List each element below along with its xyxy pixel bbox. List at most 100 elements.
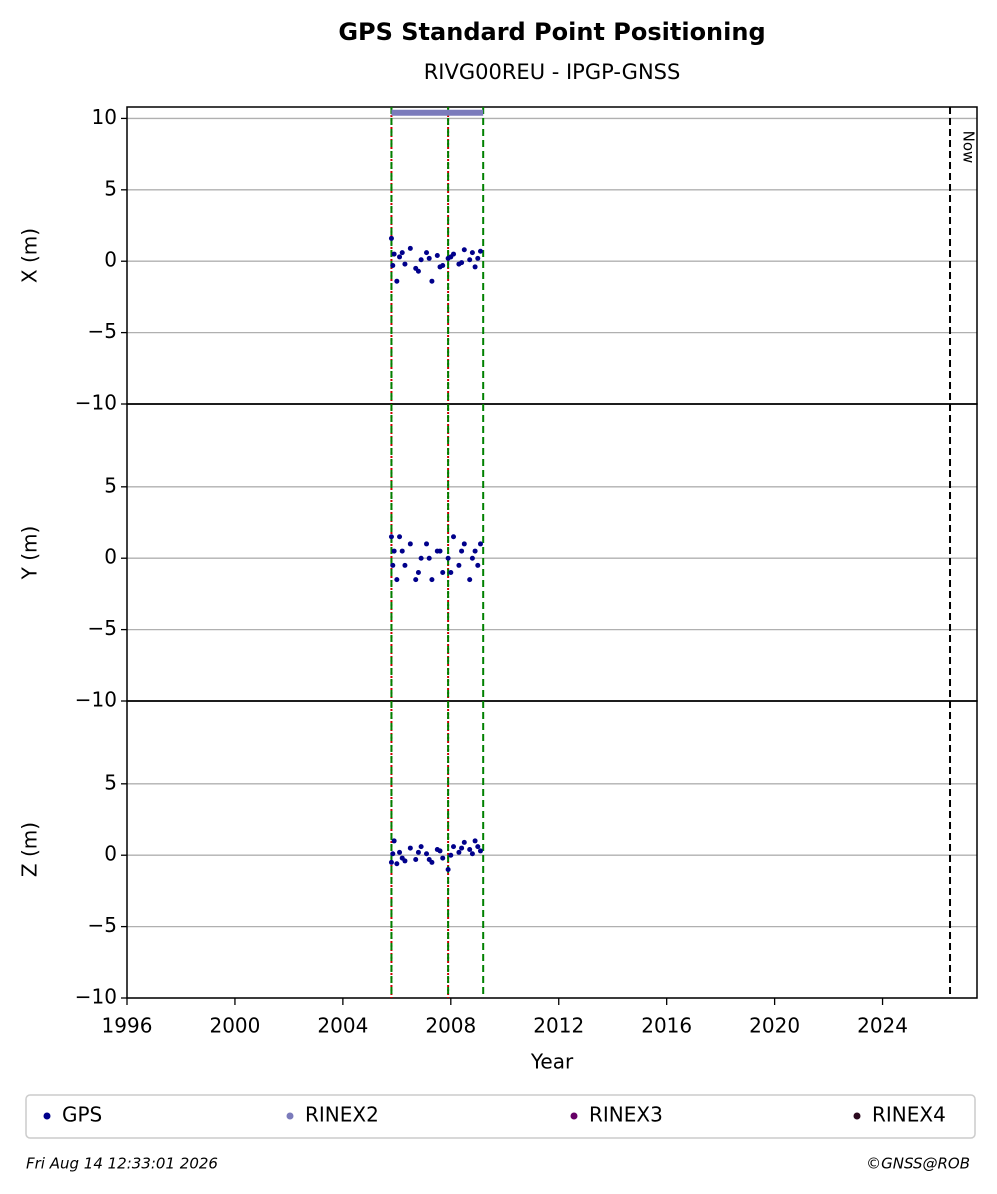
data-point — [424, 250, 430, 256]
data-point — [475, 255, 481, 261]
legend-marker — [570, 1112, 578, 1120]
legend-box — [25, 1094, 976, 1139]
timestamp: Fri Aug 14 12:33:01 2026 — [26, 1155, 218, 1173]
data-point — [429, 577, 435, 583]
data-point — [388, 534, 394, 540]
data-point — [475, 844, 481, 850]
data-point — [418, 555, 424, 561]
data-point — [397, 254, 403, 260]
data-point — [391, 548, 397, 554]
panel-frame — [126, 700, 978, 999]
data-point — [467, 577, 473, 583]
x-tick-label: 2004 — [317, 1014, 368, 1038]
y-tick-label: −10 — [75, 391, 117, 415]
data-point — [434, 253, 440, 258]
data-point — [407, 541, 413, 547]
x-tick-label: 2024 — [857, 1014, 908, 1038]
legend-marker — [853, 1112, 861, 1120]
y-tick-label: 0 — [104, 545, 117, 569]
data-point — [407, 845, 413, 851]
data-point — [477, 848, 483, 854]
x-tick-label: 2012 — [533, 1014, 584, 1038]
data-point — [388, 235, 394, 241]
data-point — [424, 541, 430, 547]
y-tick-label: 5 — [104, 770, 117, 794]
chart-title: GPS Standard Point Positioning — [338, 18, 765, 46]
data-point — [477, 541, 483, 547]
data-point — [440, 855, 446, 861]
y-axis-label: Z (m) — [18, 822, 42, 877]
data-point — [394, 278, 400, 284]
data-point — [467, 257, 473, 263]
data-point — [399, 548, 405, 554]
legend-marker — [43, 1112, 51, 1120]
credit: ©GNSS@ROB — [866, 1155, 970, 1173]
legend-label: RINEX2 — [305, 1103, 379, 1127]
data-point — [448, 569, 454, 575]
data-point — [437, 548, 443, 554]
data-point — [459, 845, 465, 851]
legend-label: RINEX3 — [589, 1103, 663, 1127]
data-point — [451, 534, 457, 540]
data-point — [459, 260, 465, 266]
y-tick-label: 5 — [104, 176, 117, 200]
data-point — [402, 261, 408, 267]
legend-label: GPS — [62, 1103, 102, 1127]
data-point — [391, 251, 397, 257]
data-point — [388, 859, 394, 865]
y-tick-label: −5 — [88, 319, 117, 343]
data-point — [461, 541, 467, 547]
data-point — [461, 839, 467, 845]
data-point — [437, 848, 443, 854]
data-point — [426, 255, 432, 261]
x-tick-label: 2008 — [425, 1014, 476, 1038]
data-point — [472, 548, 478, 554]
data-point — [445, 555, 451, 561]
data-point — [469, 250, 475, 256]
data-point — [475, 562, 481, 568]
y-tick-label: −5 — [88, 616, 117, 640]
data-point — [469, 851, 475, 857]
data-point — [467, 847, 473, 852]
y-tick-label: 5 — [104, 473, 117, 497]
data-point — [390, 262, 396, 268]
data-point — [390, 562, 396, 568]
data-point — [415, 268, 421, 274]
data-point — [445, 866, 451, 872]
y-axis-label: Y (m) — [18, 526, 42, 581]
data-point — [397, 534, 403, 540]
data-point — [448, 254, 454, 260]
data-point — [426, 555, 432, 561]
data-point — [440, 569, 446, 575]
data-point — [469, 555, 475, 561]
data-point — [413, 856, 419, 862]
data-point — [426, 856, 432, 862]
data-point — [394, 861, 400, 867]
data-point — [459, 548, 465, 554]
data-point — [424, 851, 430, 857]
y-tick-label: −5 — [88, 913, 117, 937]
y-tick-label: 10 — [92, 105, 117, 129]
data-point — [456, 562, 462, 568]
x-axis-label: Year — [530, 1050, 574, 1074]
data-point — [418, 844, 424, 850]
data-point — [397, 849, 403, 855]
data-point — [391, 838, 397, 844]
y-tick-label: −10 — [75, 985, 117, 1009]
data-point — [472, 838, 478, 844]
data-point — [399, 250, 405, 256]
x-tick-label: 2016 — [641, 1014, 692, 1038]
y-tick-label: −10 — [75, 688, 117, 712]
data-point — [437, 264, 443, 270]
data-point — [413, 577, 419, 583]
panel-frame — [126, 403, 978, 702]
x-tick-label: 2020 — [749, 1014, 800, 1038]
data-point — [399, 855, 405, 861]
data-point — [415, 569, 421, 575]
y-tick-label: 0 — [104, 842, 117, 866]
data-point — [448, 852, 454, 858]
legend-marker — [286, 1112, 294, 1120]
panel-frame — [126, 106, 978, 405]
